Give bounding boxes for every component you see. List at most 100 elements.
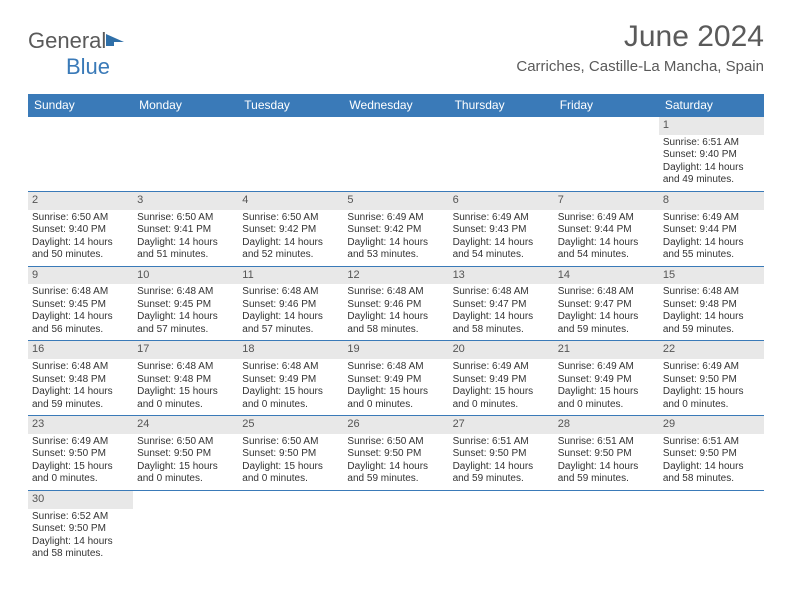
day-info-cell: Sunrise: 6:48 AMSunset: 9:47 PMDaylight:… — [554, 284, 659, 341]
daylight-text: Daylight: 15 hours and 0 minutes. — [137, 461, 234, 486]
day-number-cell: 12 — [343, 266, 448, 284]
sunrise-text: Sunrise: 6:48 AM — [347, 286, 444, 299]
day-number-cell: 4 — [238, 191, 343, 209]
sunrise-text: Sunrise: 6:48 AM — [663, 286, 760, 299]
day-number: 7 — [558, 194, 564, 206]
daylight-text: Daylight: 14 hours and 58 minutes. — [32, 536, 129, 561]
daylight-text: Daylight: 15 hours and 0 minutes. — [137, 386, 234, 411]
week-info-row: Sunrise: 6:52 AMSunset: 9:50 PMDaylight:… — [28, 509, 764, 565]
day-number-cell — [343, 117, 448, 135]
sunset-text: Sunset: 9:44 PM — [558, 224, 655, 237]
day-number: 30 — [32, 493, 44, 505]
sunrise-text: Sunrise: 6:50 AM — [242, 212, 339, 225]
sunrise-text: Sunrise: 6:51 AM — [558, 436, 655, 449]
day-number: 14 — [558, 269, 570, 281]
day-number: 25 — [242, 418, 254, 430]
sunset-text: Sunset: 9:42 PM — [347, 224, 444, 237]
day-number: 26 — [347, 418, 359, 430]
week-daynum-row: 2324 25 26 27 2829 — [28, 416, 764, 434]
logo-text-b: Blue — [66, 54, 110, 79]
day-number-cell: 7 — [554, 191, 659, 209]
calendar-body: 1 Sunrise: 6:51 AMSunset: 9:40 PMDaylight… — [28, 117, 764, 565]
daylight-text: Daylight: 14 hours and 49 minutes. — [663, 162, 760, 187]
daylight-text: Daylight: 14 hours and 59 minutes. — [663, 311, 760, 336]
sunrise-text: Sunrise: 6:48 AM — [32, 361, 129, 374]
day-number-cell: 28 — [554, 416, 659, 434]
daylight-text: Daylight: 14 hours and 58 minutes. — [663, 461, 760, 486]
day-number: 1 — [663, 119, 669, 131]
sunrise-text: Sunrise: 6:50 AM — [32, 212, 129, 225]
day-number-cell: 25 — [238, 416, 343, 434]
daylight-text: Daylight: 14 hours and 57 minutes. — [137, 311, 234, 336]
day-info-cell: Sunrise: 6:51 AMSunset: 9:50 PMDaylight:… — [449, 434, 554, 491]
day-info-cell: Sunrise: 6:50 AMSunset: 9:41 PMDaylight:… — [133, 210, 238, 267]
sunrise-text: Sunrise: 6:52 AM — [32, 511, 129, 524]
day-number: 9 — [32, 269, 38, 281]
day-number-cell — [133, 490, 238, 508]
day-number: 22 — [663, 343, 675, 355]
week-info-row: Sunrise: 6:51 AMSunset: 9:40 PMDaylight:… — [28, 135, 764, 192]
week-info-row: Sunrise: 6:50 AMSunset: 9:40 PMDaylight:… — [28, 210, 764, 267]
sunrise-text: Sunrise: 6:49 AM — [347, 212, 444, 225]
day-info-cell — [554, 135, 659, 192]
day-number-cell: 13 — [449, 266, 554, 284]
sunset-text: Sunset: 9:48 PM — [663, 299, 760, 312]
sunset-text: Sunset: 9:46 PM — [242, 299, 339, 312]
day-number-cell: 23 — [28, 416, 133, 434]
sunset-text: Sunset: 9:48 PM — [137, 374, 234, 387]
page-title: June 2024 — [516, 20, 764, 54]
sunrise-text: Sunrise: 6:48 AM — [32, 286, 129, 299]
sunset-text: Sunset: 9:49 PM — [242, 374, 339, 387]
day-info-cell — [28, 135, 133, 192]
sunrise-text: Sunrise: 6:49 AM — [558, 212, 655, 225]
day-number: 17 — [137, 343, 149, 355]
day-info-cell: Sunrise: 6:48 AMSunset: 9:45 PMDaylight:… — [28, 284, 133, 341]
day-number-cell: 8 — [659, 191, 764, 209]
daylight-text: Daylight: 14 hours and 59 minutes. — [558, 311, 655, 336]
day-header-tue: Tuesday — [238, 94, 343, 117]
daylight-text: Daylight: 14 hours and 55 minutes. — [663, 237, 760, 262]
day-info-cell: Sunrise: 6:48 AMSunset: 9:48 PMDaylight:… — [133, 359, 238, 416]
day-number: 19 — [347, 343, 359, 355]
day-number-cell: 27 — [449, 416, 554, 434]
day-info-cell — [449, 509, 554, 565]
daylight-text: Daylight: 14 hours and 53 minutes. — [347, 237, 444, 262]
daylight-text: Daylight: 15 hours and 0 minutes. — [242, 461, 339, 486]
daylight-text: Daylight: 14 hours and 54 minutes. — [453, 237, 550, 262]
day-info-cell — [343, 135, 448, 192]
day-number-cell: 17 — [133, 341, 238, 359]
sunset-text: Sunset: 9:50 PM — [663, 374, 760, 387]
day-info-cell — [238, 509, 343, 565]
day-info-cell: Sunrise: 6:49 AMSunset: 9:50 PMDaylight:… — [28, 434, 133, 491]
sunrise-text: Sunrise: 6:51 AM — [663, 436, 760, 449]
daylight-text: Daylight: 14 hours and 59 minutes. — [558, 461, 655, 486]
week-daynum-row: 16171819202122 — [28, 341, 764, 359]
day-info-cell: Sunrise: 6:49 AMSunset: 9:43 PMDaylight:… — [449, 210, 554, 267]
day-info-cell — [449, 135, 554, 192]
sunrise-text: Sunrise: 6:49 AM — [663, 212, 760, 225]
week-info-row: Sunrise: 6:48 AMSunset: 9:48 PMDaylight:… — [28, 359, 764, 416]
day-number-cell: 24 — [133, 416, 238, 434]
day-info-cell: Sunrise: 6:49 AMSunset: 9:44 PMDaylight:… — [554, 210, 659, 267]
day-info-cell: Sunrise: 6:48 AMSunset: 9:47 PMDaylight:… — [449, 284, 554, 341]
week-daynum-row: 1 — [28, 117, 764, 135]
day-number-cell: 16 — [28, 341, 133, 359]
sunrise-text: Sunrise: 6:50 AM — [242, 436, 339, 449]
day-number-cell: 15 — [659, 266, 764, 284]
day-number-cell: 29 — [659, 416, 764, 434]
day-info-cell: Sunrise: 6:49 AMSunset: 9:50 PMDaylight:… — [659, 359, 764, 416]
day-number-cell — [238, 117, 343, 135]
sunrise-text: Sunrise: 6:48 AM — [137, 361, 234, 374]
daylight-text: Daylight: 15 hours and 0 minutes. — [347, 386, 444, 411]
day-number: 27 — [453, 418, 465, 430]
day-number: 3 — [137, 194, 143, 206]
sunset-text: Sunset: 9:45 PM — [137, 299, 234, 312]
sunrise-text: Sunrise: 6:48 AM — [453, 286, 550, 299]
day-info-cell: Sunrise: 6:50 AMSunset: 9:50 PMDaylight:… — [238, 434, 343, 491]
sunrise-text: Sunrise: 6:48 AM — [137, 286, 234, 299]
day-number-cell: 2 — [28, 191, 133, 209]
day-number: 21 — [558, 343, 570, 355]
week-daynum-row: 30 — [28, 490, 764, 508]
sunset-text: Sunset: 9:48 PM — [32, 374, 129, 387]
day-number-cell — [554, 490, 659, 508]
